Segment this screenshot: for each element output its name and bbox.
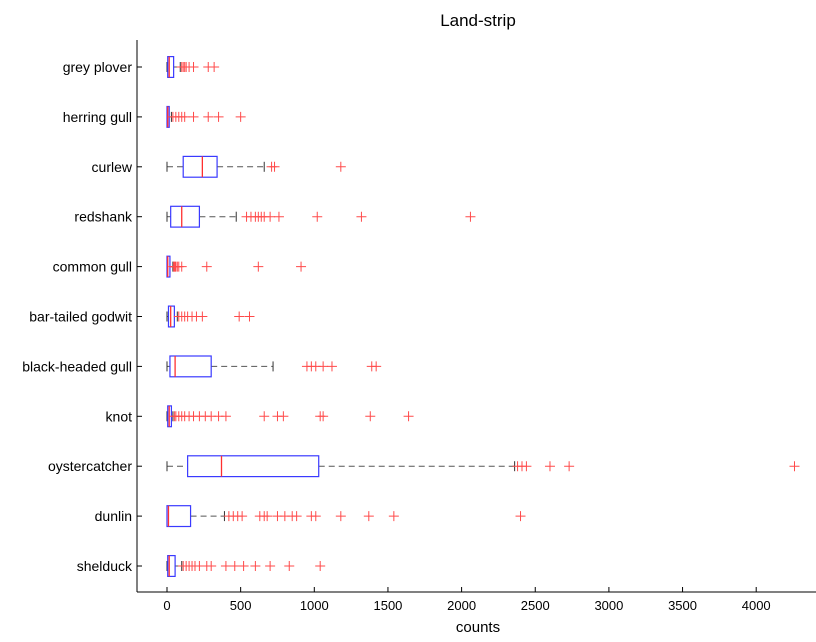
outlier-marker xyxy=(544,461,555,472)
outlier-marker xyxy=(515,511,526,522)
outlier-marker xyxy=(312,211,323,222)
outlier-marker xyxy=(273,211,284,222)
x-tick-label: 500 xyxy=(230,598,252,613)
box xyxy=(169,355,212,378)
outlier-marker xyxy=(296,261,307,272)
outlier-marker xyxy=(238,561,249,571)
outlier-marker xyxy=(250,561,261,571)
plot-area: 0 500 1000 1500 2000 2500 3000 3500 4000 grey plo… xyxy=(22,40,816,613)
x-axis-label: counts xyxy=(456,619,500,636)
outlier-marker xyxy=(201,261,212,272)
outlier-marker xyxy=(244,311,255,322)
y-tick-label: dunlin xyxy=(95,508,132,524)
outlier-marker xyxy=(465,211,476,222)
outlier-marker xyxy=(315,561,326,571)
outlier-marker xyxy=(235,111,246,122)
outlier-marker xyxy=(363,511,374,522)
box xyxy=(167,305,175,328)
outlier-marker xyxy=(388,511,399,522)
outlier-marker xyxy=(220,411,231,422)
y-tick-label: bar-tailed godwit xyxy=(29,309,132,325)
outlier-marker xyxy=(188,111,199,122)
outlier-marker xyxy=(262,511,273,522)
outlier-marker xyxy=(265,561,276,571)
outlier-marker xyxy=(284,561,295,571)
outlier-marker xyxy=(365,411,376,422)
outlier-marker xyxy=(203,111,214,122)
box xyxy=(167,554,176,577)
x-tick-label: 0 xyxy=(163,598,170,613)
box xyxy=(166,505,192,528)
outlier-marker xyxy=(188,62,199,72)
outlier-marker xyxy=(176,261,187,272)
outlier-marker xyxy=(265,211,276,222)
outlier-marker xyxy=(253,261,264,272)
x-tick-label: 1000 xyxy=(300,598,329,613)
box xyxy=(167,55,175,78)
x-tick-label: 1500 xyxy=(373,598,402,613)
outlier-marker xyxy=(269,161,280,172)
outlier-marker xyxy=(521,461,532,472)
outlier-marker xyxy=(179,111,190,122)
outlier-marker xyxy=(197,311,208,322)
outlier-marker xyxy=(371,361,382,372)
y-tick-label: grey plover xyxy=(63,59,133,75)
outlier-marker xyxy=(326,361,337,372)
outlier-marker xyxy=(220,561,231,571)
outlier-marker xyxy=(234,311,245,322)
x-tick-label: 3500 xyxy=(668,598,697,613)
x-tick-label: 3000 xyxy=(594,598,623,613)
outlier-marker xyxy=(310,511,321,522)
x-tick-label: 2000 xyxy=(447,598,476,613)
outlier-marker xyxy=(209,62,220,72)
chart-title: Land-strip xyxy=(440,11,516,30)
outlier-marker xyxy=(335,161,346,172)
outlier-marker xyxy=(278,411,289,422)
outlier-marker xyxy=(318,411,329,422)
y-tick-label: redshank xyxy=(74,209,133,225)
outlier-marker xyxy=(206,561,217,571)
y-tick-label: herring gull xyxy=(63,109,132,125)
y-tick-label: black-headed gull xyxy=(22,358,132,374)
outlier-marker xyxy=(335,511,346,522)
box xyxy=(182,155,218,178)
outlier-marker xyxy=(356,211,367,222)
outlier-marker xyxy=(789,461,800,472)
x-tick-label: 4000 xyxy=(742,598,771,613)
outlier-marker xyxy=(237,511,248,522)
outlier-marker xyxy=(318,361,329,372)
x-tick-label: 2500 xyxy=(521,598,550,613)
y-tick-label: knot xyxy=(106,408,133,424)
box xyxy=(187,455,320,478)
outlier-marker xyxy=(291,511,302,522)
y-tick-label: common gull xyxy=(53,259,132,275)
outlier-marker xyxy=(229,561,240,571)
outlier-marker xyxy=(564,461,575,472)
box xyxy=(170,205,201,228)
y-tick-label: shelduck xyxy=(77,558,133,574)
outlier-marker xyxy=(259,411,270,422)
outlier-marker xyxy=(213,111,224,122)
y-tick-label: oystercatcher xyxy=(48,458,132,474)
y-tick-label: curlew xyxy=(92,159,133,175)
outlier-marker xyxy=(403,411,414,422)
